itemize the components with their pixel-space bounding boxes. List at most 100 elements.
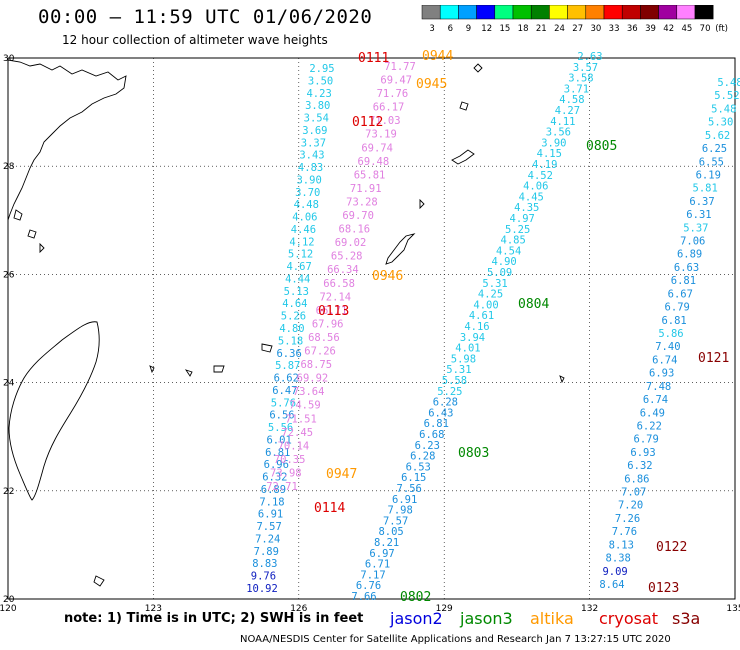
china-coast: [7, 59, 127, 221]
wave-height-value: 4.45: [519, 191, 544, 203]
wave-height-value: 6.37: [689, 196, 714, 208]
wave-height-value: 66.34: [327, 264, 359, 276]
wave-height-value: 5.25: [437, 386, 462, 398]
wave-height-value: 6.89: [677, 249, 702, 261]
wave-height-value: 3.56: [546, 127, 571, 139]
wave-height-value: 69.92: [297, 373, 329, 385]
wave-height-value: 8.05: [378, 526, 403, 538]
wave-height-value: 5.09: [487, 267, 512, 279]
color-swatch-label: 39: [645, 24, 656, 34]
wave-height-value: 6.93: [630, 447, 655, 459]
wave-height-value: 4.44: [285, 273, 310, 285]
wave-height-value: 6.25: [702, 143, 727, 155]
color-swatch-label: 45: [681, 24, 692, 34]
wave-height-value: 5.31: [446, 364, 471, 376]
wave-height-value: 5.48: [717, 77, 740, 89]
wave-height-value: 6.19: [696, 169, 721, 181]
color-swatch: [694, 5, 714, 20]
wave-height-value: 72.14: [319, 291, 351, 303]
wave-height-value: 3.90: [541, 137, 566, 149]
wave-height-value: 69.48: [358, 156, 390, 168]
pass-label: 0111: [358, 51, 389, 66]
wave-height-value: 3.58: [568, 73, 593, 85]
wave-height-value: 4.67: [286, 261, 311, 273]
wave-height-value: 4.15: [537, 148, 562, 160]
wave-height-value: 73.19: [365, 129, 397, 141]
wave-height-value: 4.52: [528, 170, 553, 182]
pass-label: 0804: [518, 297, 549, 312]
wave-height-value: 69.74: [361, 142, 393, 154]
wave-height-value: 7.57: [256, 521, 281, 533]
wave-height-value: 6.23: [415, 440, 440, 452]
wave-height-value: 5.76: [271, 397, 296, 409]
color-swatch-label: 27: [572, 24, 583, 34]
wave-height-value: 68.16: [339, 224, 371, 236]
wave-height-value: 6.76: [356, 580, 381, 592]
wave-height-value: 67.96: [312, 318, 344, 330]
map-frame: [7, 57, 736, 600]
latitude-tick-label: 20: [3, 595, 15, 605]
color-swatch-label: 21: [536, 24, 547, 34]
wave-height-value: 7.06: [680, 236, 705, 248]
color-swatch-label: 24: [554, 24, 565, 34]
wave-height-value: 6.89: [261, 484, 286, 496]
pass-label: 0122: [656, 540, 687, 555]
wave-height-value: 6.91: [392, 494, 417, 506]
wave-height-value: 7.18: [259, 496, 284, 508]
credit-line: NOAA/NESDIS Center for Satellite Applica…: [240, 634, 671, 645]
wave-height-value: 5.37: [683, 222, 708, 234]
wave-height-value: 4.58: [559, 94, 584, 106]
wave-height-value: 6.71: [365, 559, 390, 571]
footnote: note: 1) Time is in UTC; 2) SWH is in fe…: [64, 611, 364, 626]
color-swatch-label: 9: [466, 24, 471, 34]
wave-height-value: 3.69: [302, 125, 327, 137]
wave-height-value: 8.38: [606, 553, 631, 565]
color-swatch-label: 6: [448, 24, 453, 34]
wave-height-value: 72.71: [266, 481, 298, 493]
color-swatch-label: 70: [700, 24, 711, 34]
wave-height-value: 4.11: [550, 116, 575, 128]
wave-height-value: 6.91: [258, 509, 283, 521]
wave-height-value: 4.97: [510, 213, 535, 225]
wave-height-value: 73.98: [270, 467, 302, 479]
satellite-legend-jason3: jason3: [460, 609, 513, 628]
wave-height-value: 69.02: [335, 237, 367, 249]
wave-height-value: 6.74: [652, 354, 677, 366]
wave-height-value: 66.71: [316, 305, 348, 317]
wave-height-value: 72.45: [281, 427, 313, 439]
wave-height-value: 3.71: [564, 83, 589, 95]
wave-height-value: 4.00: [473, 299, 498, 311]
wave-height-value: 6.81: [661, 315, 686, 327]
wave-height-value: 9.76: [251, 571, 276, 583]
color-swatch-label: 30: [590, 24, 601, 34]
wave-height-value: 71.03: [369, 115, 401, 127]
map-subtitle: 12 hour collection of altimeter wave hei…: [62, 33, 328, 47]
wave-height-value: 4.16: [464, 321, 489, 333]
wave-height-value: 6.49: [640, 407, 665, 419]
wave-height-value: 5.56: [268, 422, 293, 434]
wave-height-value: 7.76: [612, 526, 637, 538]
wave-height-value: 66.58: [323, 278, 355, 290]
wave-height-value: 3.43: [299, 150, 324, 162]
wave-height-value: 5.18: [278, 335, 303, 347]
wave-height-value: 70.35: [274, 454, 306, 466]
wave-height-value: 71.76: [377, 88, 409, 100]
wave-height-value: 6.32: [627, 460, 652, 472]
pass-label: 0113: [318, 304, 349, 319]
latitude-tick-label: 24: [3, 379, 15, 389]
wave-height-value: 68.75: [300, 359, 332, 371]
wave-height-value: 3.80: [305, 100, 330, 112]
satellite-legend-altika: altika: [530, 609, 574, 628]
wave-height-value: 8.64: [599, 579, 624, 591]
wave-height-value: 4.85: [501, 235, 526, 247]
wave-height-value: 5.98: [451, 353, 476, 365]
wave-height-value: 4.90: [491, 256, 516, 268]
wave-height-value: 3.90: [296, 174, 321, 186]
wave-height-value: 6.93: [649, 368, 674, 380]
wave-height-value: 6.56: [269, 410, 294, 422]
wave-height-value: 2.95: [309, 63, 334, 75]
wave-height-value: 5.48: [711, 103, 736, 115]
wave-height-value: 6.79: [634, 434, 659, 446]
wave-height-value: 5.81: [693, 183, 718, 195]
taiwan-coast: [8, 321, 100, 501]
